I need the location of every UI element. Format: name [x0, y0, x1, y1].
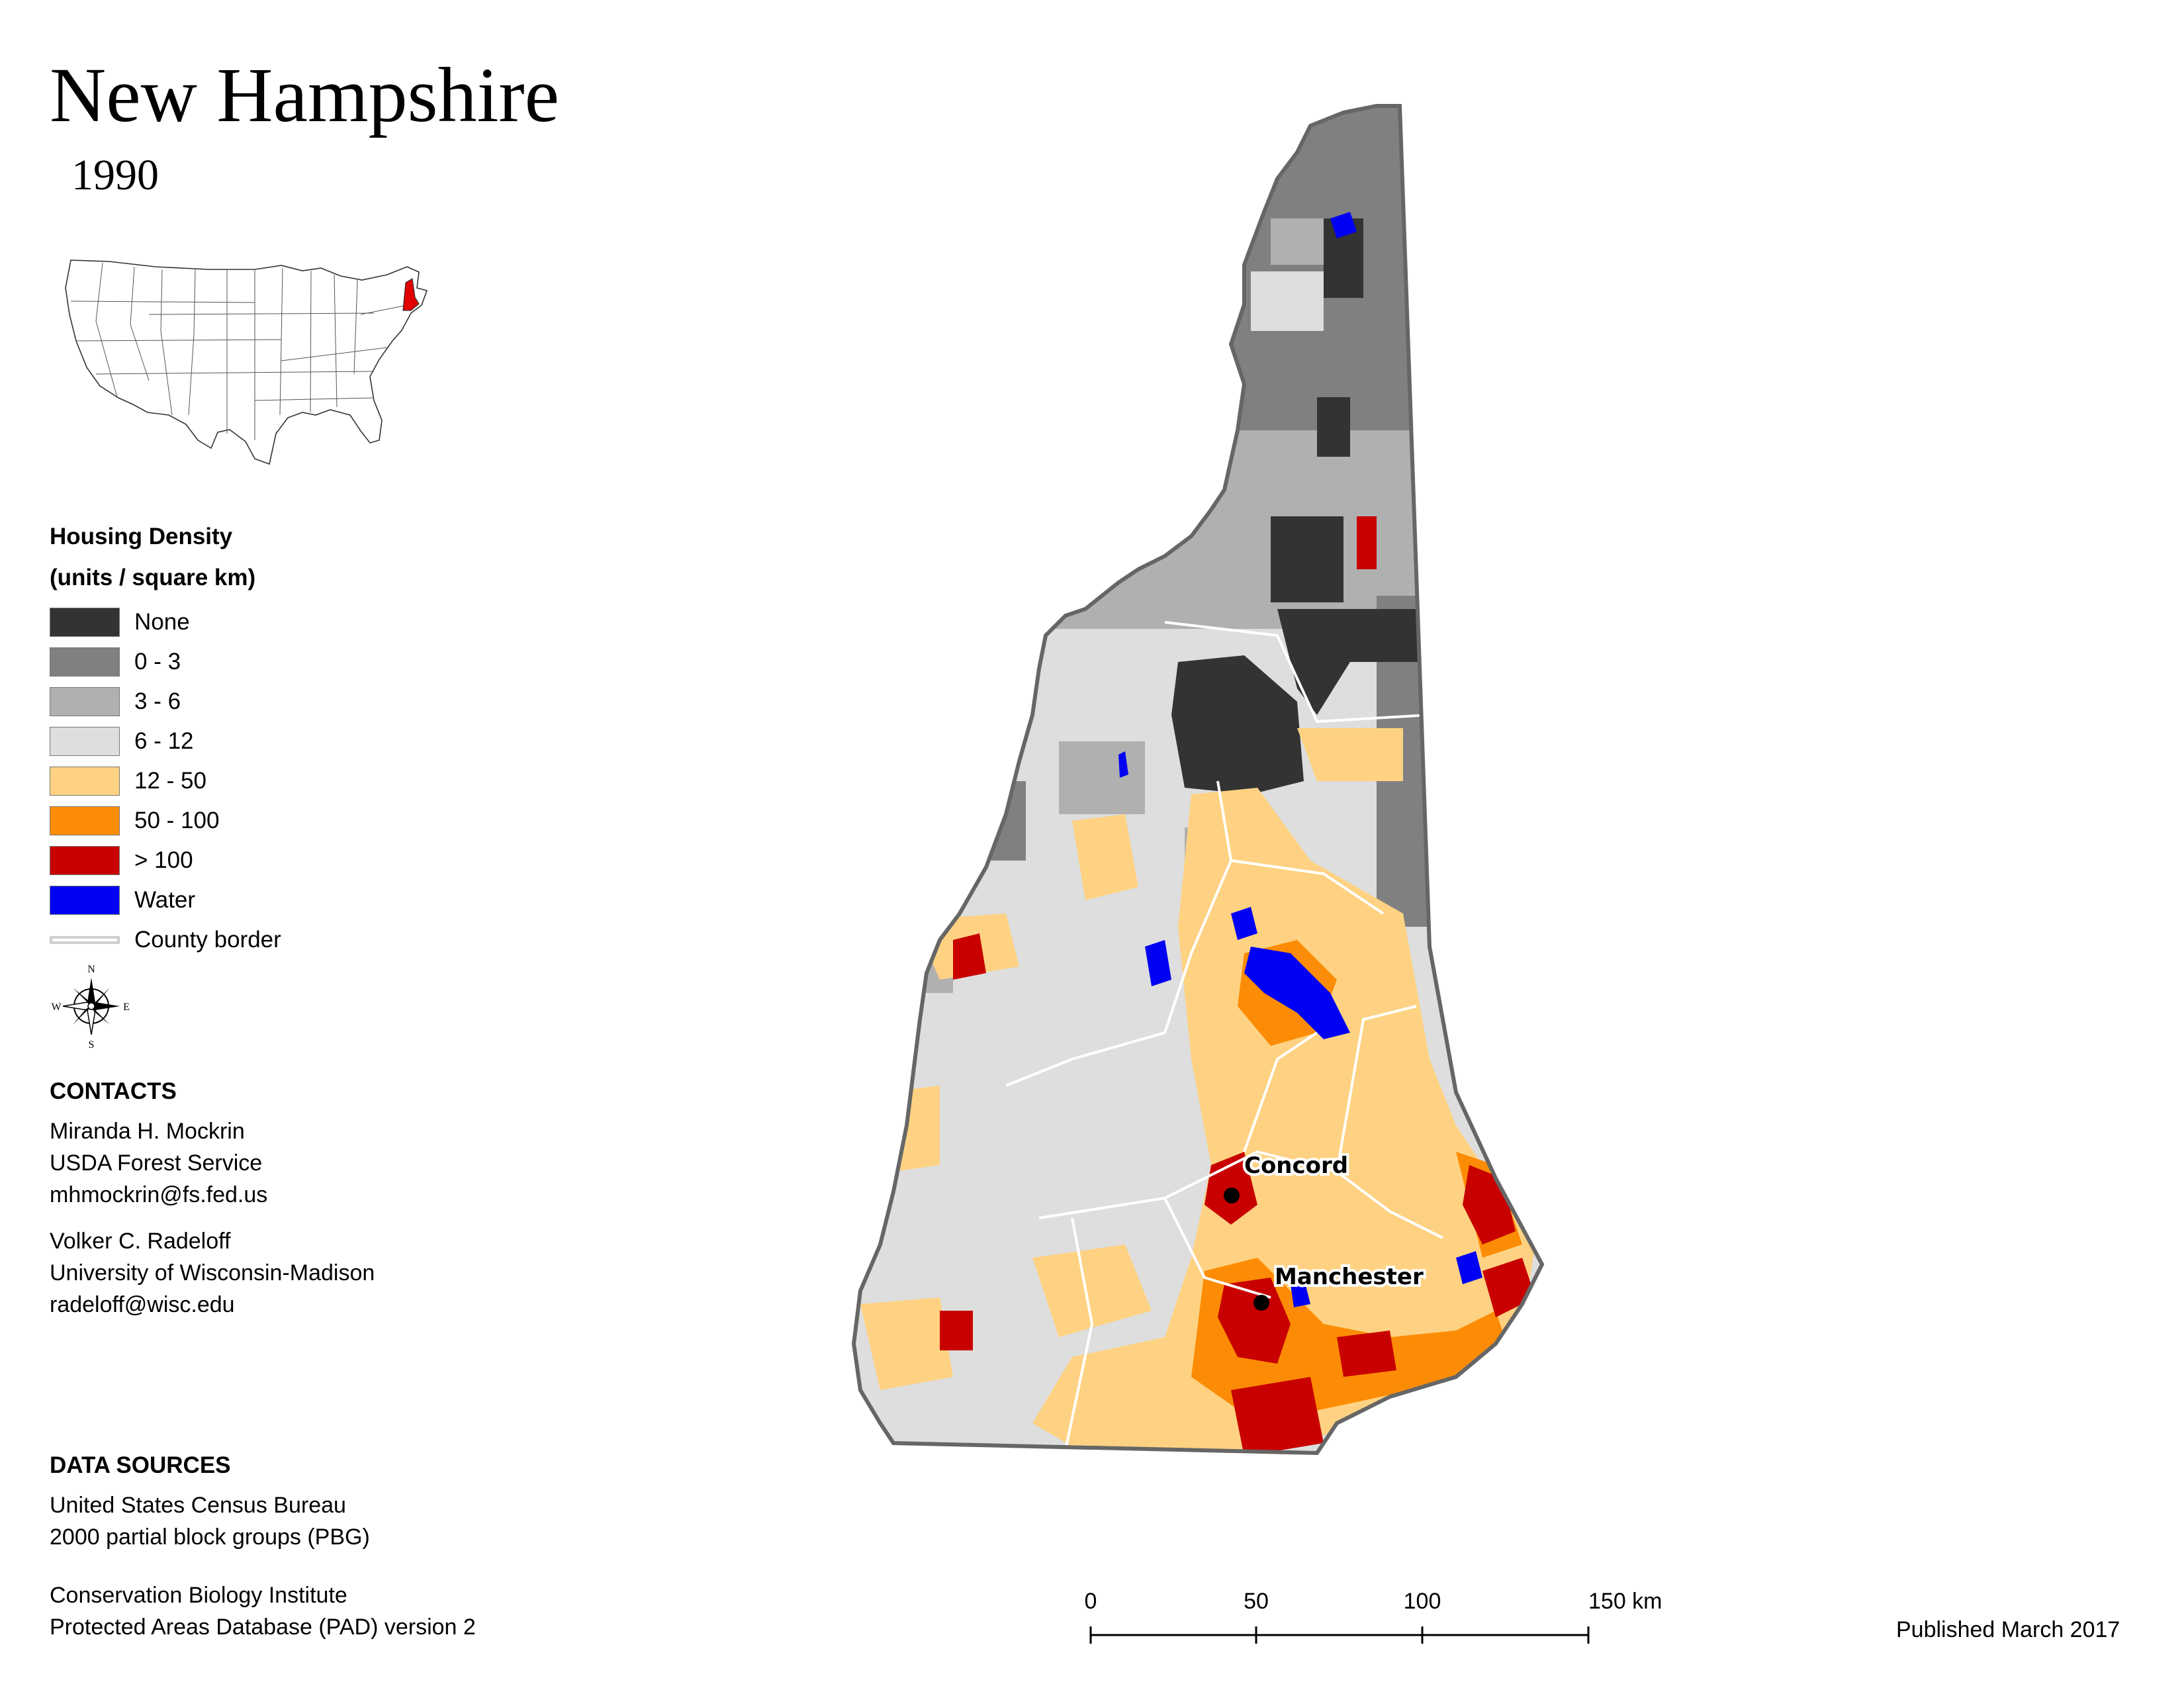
legend-item: 50 - 100	[50, 801, 447, 841]
concord-marker	[1224, 1188, 1240, 1203]
contact-email[interactable]: radeloff@wisc.edu	[50, 1292, 235, 1317]
published-date: Published March 2017	[1896, 1617, 2120, 1642]
contact-email[interactable]: mhmockrin@fs.fed.us	[50, 1182, 268, 1207]
compass-s: S	[89, 1039, 95, 1049]
legend: Housing Density (units / square km) None…	[50, 516, 447, 960]
compass-e: E	[123, 1002, 130, 1013]
manchester-marker	[1253, 1295, 1269, 1311]
legend-swatch	[50, 846, 120, 875]
county-borders	[1005, 621, 1443, 1450]
legend-swatch	[50, 608, 120, 637]
legend-units: (units / square km)	[50, 565, 256, 590]
compass-rose-icon: N S W E	[52, 964, 130, 1049]
scale-bar: 0 50 100 150 km	[1085, 1589, 1662, 1644]
city-label-concord: Concord	[1244, 1152, 1348, 1179]
contact-org: University of Wisconsin-Madison	[50, 1260, 375, 1286]
legend-label: 50 - 100	[134, 808, 220, 833]
legend-swatch	[50, 806, 120, 835]
legend-label: County border	[134, 927, 281, 953]
legend-swatch	[50, 647, 120, 677]
legend-label: 0 - 3	[134, 649, 181, 675]
legend-swatch	[50, 687, 120, 716]
contacts-section: CONTACTS Miranda H. Mockrin USDA Forest …	[50, 1076, 513, 1321]
city-label-manchester: Manchester	[1275, 1264, 1424, 1290]
scale-tick-label: 150 km	[1588, 1589, 1662, 1614]
legend-item: 3 - 6	[50, 682, 447, 722]
source-line: 2000 partial block groups (PBG)	[50, 1524, 370, 1550]
scale-tick-label: 100	[1404, 1589, 1441, 1614]
county-border-swatch	[50, 936, 120, 944]
legend-item: 0 - 3	[50, 642, 447, 682]
contact-name: Miranda H. Mockrin	[50, 1119, 245, 1144]
scale-tick-label: 50	[1244, 1589, 1269, 1614]
legend-label: None	[134, 609, 190, 635]
new-hampshire-highlight	[402, 278, 420, 311]
us-locator-map	[65, 259, 428, 465]
legend-item: > 100	[50, 841, 447, 880]
source-line: Protected Areas Database (PAD) version 2	[50, 1615, 476, 1640]
data-sources-heading: DATA SOURCES	[50, 1452, 231, 1478]
source-line: United States Census Bureau	[50, 1493, 346, 1518]
contacts-heading: CONTACTS	[50, 1078, 177, 1104]
legend-label: > 100	[134, 847, 193, 873]
legend-item: None	[50, 602, 447, 642]
legend-item: 6 - 12	[50, 722, 447, 761]
compass-w: W	[52, 1002, 62, 1013]
data-sources-section: DATA SOURCES United States Census Bureau…	[50, 1450, 645, 1643]
legend-title: Housing Density	[50, 524, 233, 549]
contact-org: USDA Forest Service	[50, 1150, 263, 1176]
state-outline	[851, 104, 1545, 1456]
legend-label: 3 - 6	[134, 688, 181, 714]
compass-n: N	[87, 964, 95, 975]
map-year: 1990	[71, 151, 159, 199]
new-hampshire-map[interactable]: Concord Manchester	[821, 93, 1562, 1470]
legend-item: Water	[50, 880, 447, 920]
legend-swatch	[50, 767, 120, 796]
legend-label: 6 - 12	[134, 728, 194, 754]
scale-tick-label: 0	[1085, 1589, 1097, 1614]
legend-swatch	[50, 727, 120, 756]
legend-label: 12 - 50	[134, 768, 206, 794]
source-line: Conservation Biology Institute	[50, 1583, 347, 1608]
legend-item: 12 - 50	[50, 761, 447, 801]
legend-item-county-border: County border	[50, 920, 447, 960]
contact-name: Volker C. Radeloff	[50, 1229, 231, 1254]
map-title: New Hampshire	[50, 52, 560, 138]
legend-swatch	[50, 886, 120, 915]
legend-label: Water	[134, 887, 196, 913]
us-outline	[65, 259, 428, 465]
